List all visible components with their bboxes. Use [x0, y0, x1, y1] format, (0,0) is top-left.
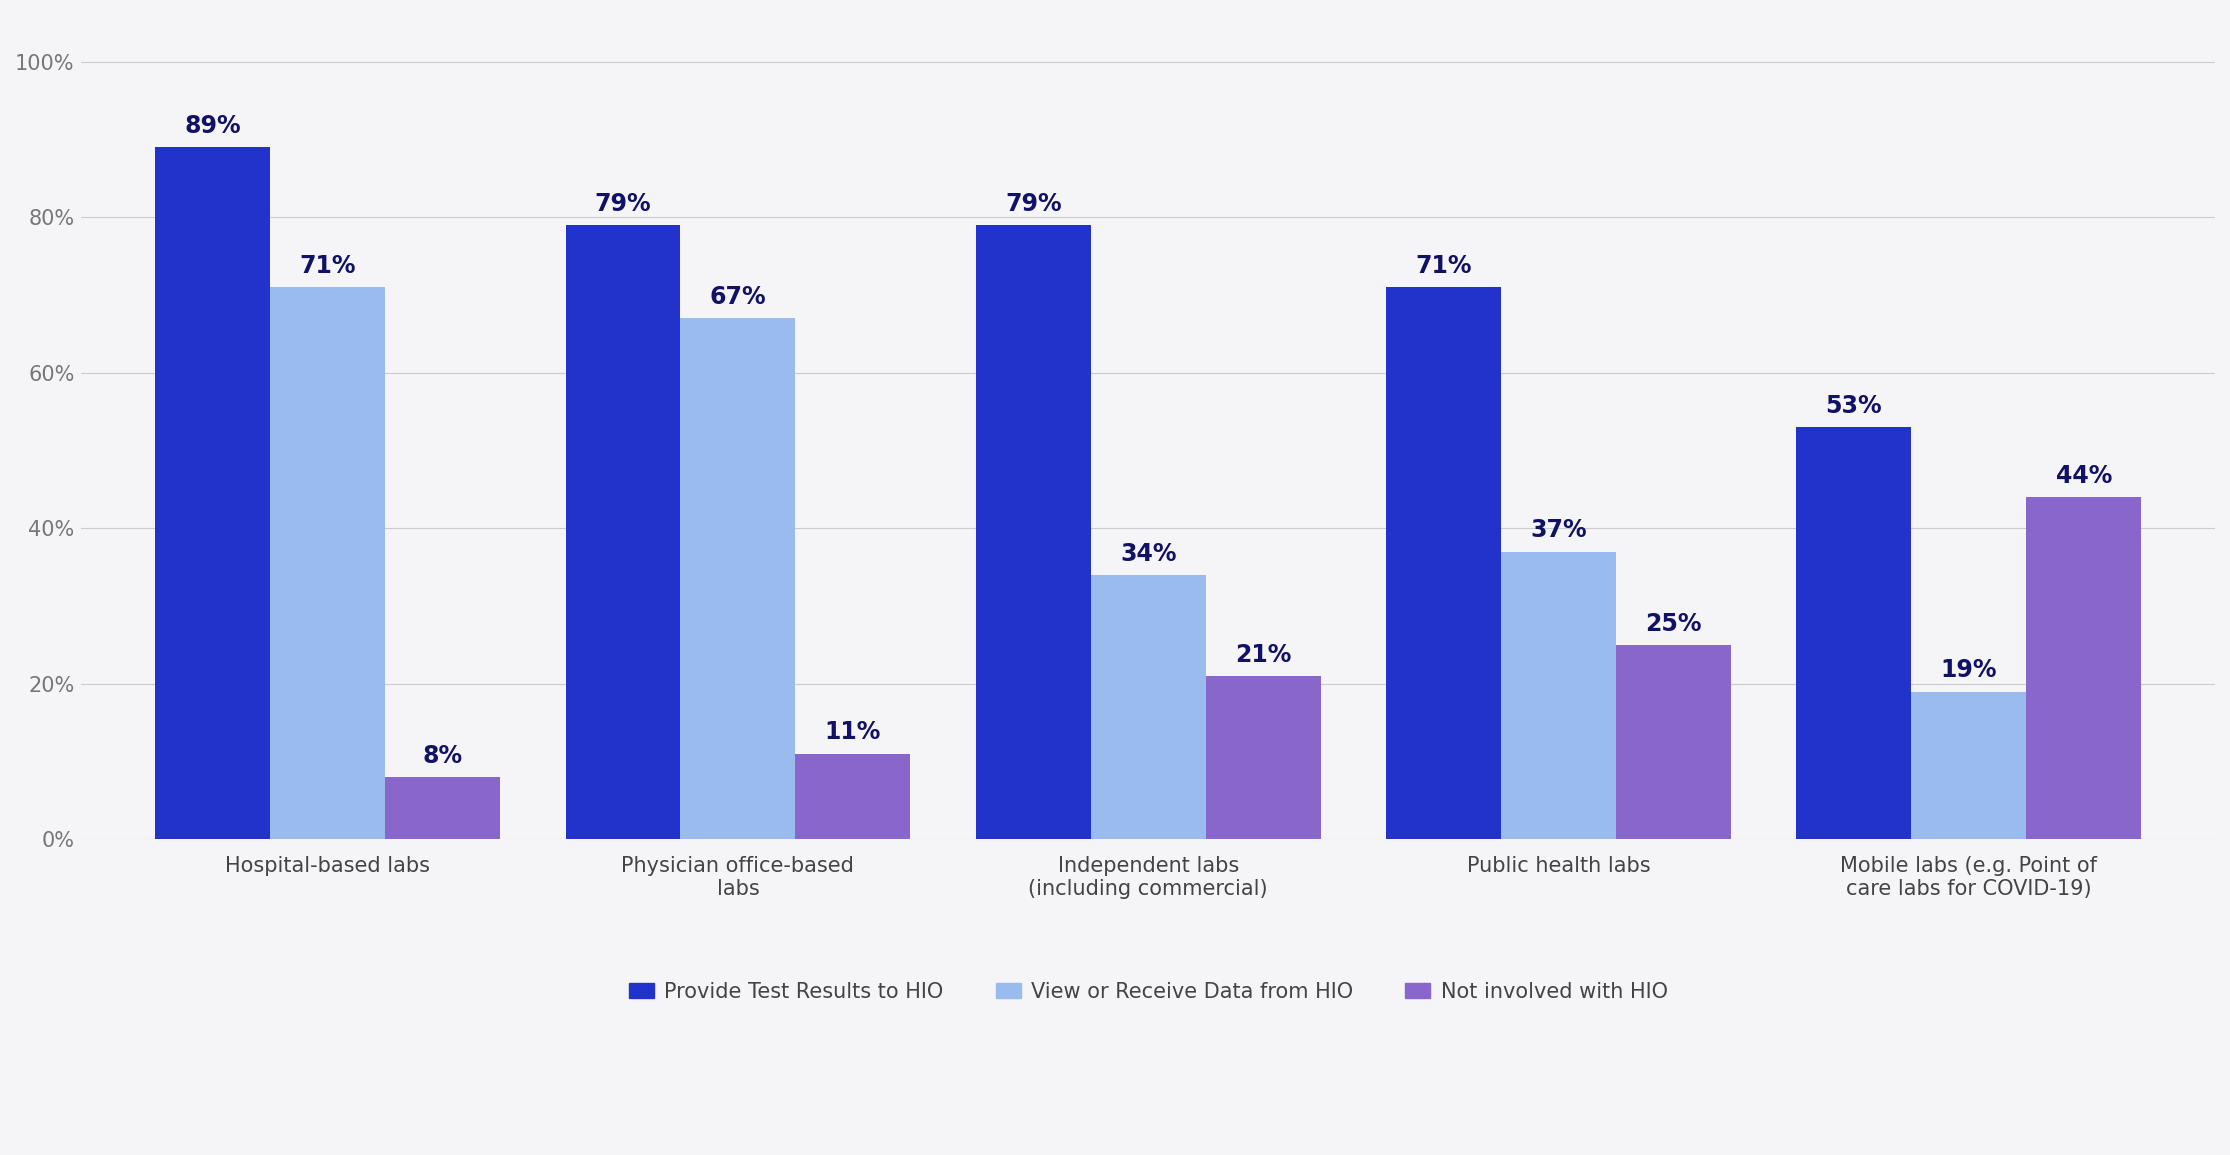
Bar — [156, 147, 270, 840]
Bar — [1090, 575, 1206, 840]
Legend: Provide Test Results to HIO, View or Receive Data from HIO, Not involved with HI: Provide Test Results to HIO, View or Rec… — [620, 974, 1677, 1011]
Text: 11%: 11% — [825, 721, 881, 744]
Text: 44%: 44% — [2056, 464, 2112, 487]
Bar — [1797, 427, 1911, 840]
Bar — [1501, 552, 1617, 840]
Text: 25%: 25% — [1646, 611, 1701, 635]
Bar — [1387, 288, 1501, 840]
Text: 79%: 79% — [1006, 192, 1061, 216]
Text: 8%: 8% — [421, 744, 462, 768]
Text: 37%: 37% — [1530, 519, 1588, 542]
Bar — [680, 319, 796, 840]
Bar — [1911, 692, 2027, 840]
Text: 67%: 67% — [709, 285, 767, 308]
Bar — [386, 777, 500, 840]
Text: 89%: 89% — [185, 114, 241, 137]
Bar — [1617, 644, 1730, 840]
Bar — [566, 225, 680, 840]
Bar — [1206, 676, 1320, 840]
Text: 21%: 21% — [1235, 642, 1291, 666]
Text: 19%: 19% — [1940, 658, 1998, 683]
Text: 53%: 53% — [1826, 394, 1882, 418]
Text: 71%: 71% — [1416, 254, 1472, 278]
Text: 71%: 71% — [299, 254, 357, 278]
Text: 34%: 34% — [1119, 542, 1177, 566]
Bar — [270, 288, 386, 840]
Bar — [977, 225, 1090, 840]
Bar — [796, 754, 910, 840]
Bar — [2027, 497, 2141, 840]
Text: 79%: 79% — [595, 192, 651, 216]
